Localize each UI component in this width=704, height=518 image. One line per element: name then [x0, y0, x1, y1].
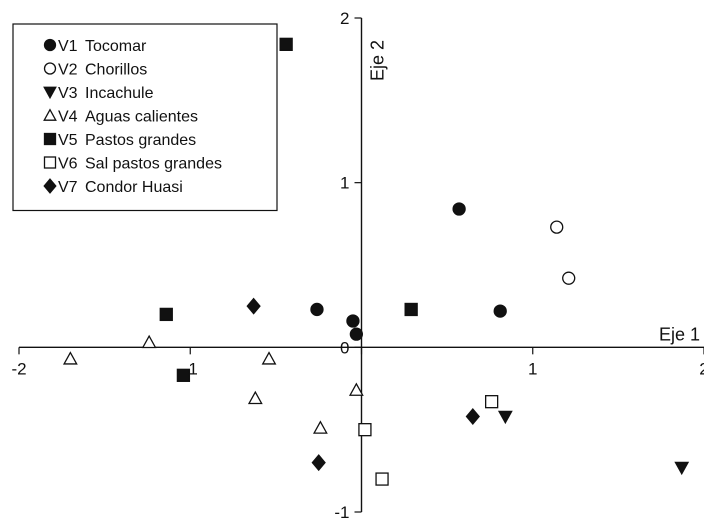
legend-label: Tocomar [85, 38, 147, 55]
legend-marker-v2 [43, 62, 57, 75]
x-tick-label: 2 [699, 359, 704, 378]
legend-marker-v6 [43, 156, 57, 169]
data-points [62, 37, 690, 486]
legend-code: V4 [58, 109, 78, 126]
legend-marker-v1 [43, 38, 57, 52]
data-point-v1 [346, 314, 360, 328]
data-point-v4 [62, 351, 78, 365]
data-point-v7 [311, 454, 326, 472]
series-v1 [310, 202, 507, 341]
legend-item: V3 Incachule [43, 85, 154, 102]
series-v7 [246, 297, 480, 472]
data-point-v5 [279, 37, 293, 51]
data-point-v4 [312, 420, 328, 434]
y-tick-label: 2 [340, 9, 349, 28]
legend-item: V5 Pastos grandes [43, 132, 196, 149]
data-point-v6 [375, 472, 389, 486]
legend-code: V7 [58, 179, 78, 196]
series-v4 [62, 334, 364, 434]
data-point-v3 [674, 461, 690, 476]
series-v5 [159, 37, 418, 382]
x-tick-label: -2 [11, 359, 26, 378]
data-point-v6 [484, 395, 499, 409]
x-axis-title: Eje 1 [659, 324, 700, 344]
data-point-v1 [452, 202, 466, 216]
legend-code: V6 [58, 156, 78, 173]
data-point-v5 [404, 302, 418, 317]
y-tick-label: -1 [334, 503, 349, 518]
legend-label: Condor Huasi [85, 179, 183, 196]
data-point-v7 [246, 297, 261, 315]
legend-item: V7 Condor Huasi [43, 178, 183, 196]
legend-item: V2 Chorillos [43, 62, 147, 79]
legend: V1 Tocomar V2 Chorillos V3 Incachule V4 Aguas c… [12, 23, 278, 212]
data-point-v2 [562, 271, 576, 285]
legend-item: V6 Sal pastos grandes [43, 156, 222, 173]
legend-code: V5 [58, 132, 78, 149]
y-axis-title: Eje 2 [368, 40, 388, 81]
data-point-v7 [465, 407, 480, 426]
y-tick-label: 0 [340, 338, 349, 357]
legend-item: V1 Tocomar [43, 38, 147, 55]
legend-label: Pastos grandes [85, 132, 196, 149]
data-point-v6 [358, 423, 372, 437]
legend-code: V3 [58, 85, 78, 102]
data-point-v3 [497, 410, 513, 425]
legend-label: Incachule [85, 85, 154, 102]
series-v2 [550, 220, 576, 285]
legend-marker-v5 [43, 132, 57, 146]
legend-marker-v3 [43, 86, 57, 100]
legend-box [12, 23, 278, 212]
legend-label: Sal pastos grandes [85, 156, 222, 173]
data-point-v2 [550, 220, 564, 234]
data-point-v1 [310, 302, 324, 317]
data-point-v4 [348, 382, 364, 396]
data-point-v4 [261, 351, 277, 365]
legend-label: Chorillos [85, 62, 147, 79]
data-point-v1 [349, 327, 364, 341]
data-point-v5 [176, 368, 191, 382]
series-v6 [358, 395, 499, 486]
legend-item: V4 Aguas calientes [43, 108, 198, 126]
series-v3 [497, 410, 690, 476]
data-point-v4 [247, 390, 263, 405]
legend-label: Aguas calientes [85, 109, 198, 126]
legend-code: V2 [58, 62, 78, 79]
legend-code: V1 [58, 38, 78, 55]
legend-marker-v4 [43, 108, 57, 121]
legend-marker-v7 [43, 178, 57, 194]
data-point-v4 [141, 334, 157, 349]
data-point-v5 [159, 307, 173, 322]
data-point-v1 [493, 304, 507, 318]
x-tick-label: 1 [528, 359, 537, 378]
y-tick-label: 1 [340, 174, 349, 193]
